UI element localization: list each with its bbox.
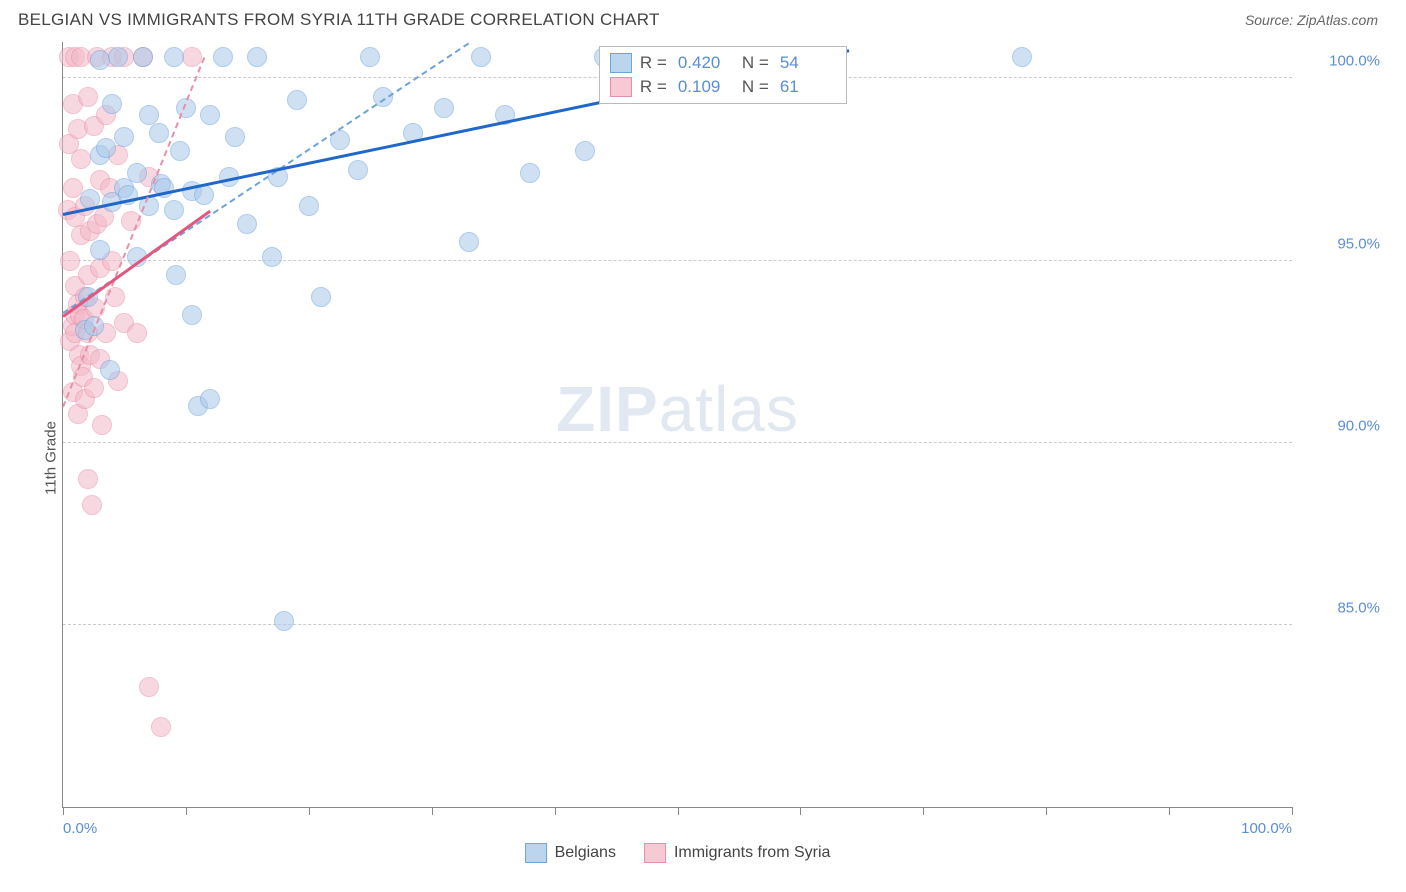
data-point: [182, 47, 202, 67]
data-point: [311, 287, 331, 307]
source-attribution: Source: ZipAtlas.com: [1245, 12, 1378, 28]
correlation-legend: R = 0.420 N = 54 R = 0.109 N = 61: [599, 46, 847, 104]
x-tick: [555, 807, 556, 815]
y-tick-label: 95.0%: [1300, 235, 1380, 252]
x-tick: [1169, 807, 1170, 815]
data-point: [133, 47, 153, 67]
series-legend: Belgians Immigrants from Syria: [525, 843, 831, 863]
data-point: [78, 87, 98, 107]
data-point: [182, 305, 202, 325]
y-axis-label: 11th Grade: [42, 421, 59, 495]
data-point: [108, 47, 128, 67]
data-point: [60, 251, 80, 271]
data-point: [78, 469, 98, 489]
x-tick: [309, 807, 310, 815]
legend-n-label: N =: [742, 77, 772, 97]
data-point: [213, 47, 233, 67]
gridline: [63, 624, 1292, 625]
data-point: [262, 247, 282, 267]
legend-r-value: 0.420: [678, 53, 734, 73]
x-tick-label: 100.0%: [1241, 820, 1292, 837]
data-point: [434, 98, 454, 118]
data-point: [139, 105, 159, 125]
x-tick: [678, 807, 679, 815]
data-point: [299, 196, 319, 216]
legend-n-value: 61: [780, 77, 836, 97]
legend-item: Belgians: [525, 843, 616, 863]
y-tick-label: 90.0%: [1300, 417, 1380, 434]
data-point: [200, 389, 220, 409]
data-point: [575, 141, 595, 161]
data-point: [90, 50, 110, 70]
gridline: [63, 260, 1292, 261]
legend-r-label: R =: [640, 77, 670, 97]
x-tick: [186, 807, 187, 815]
plot-area: ZIPatlas 85.0%90.0%95.0%100.0%0.0%100.0%…: [62, 42, 1292, 808]
data-point: [71, 149, 91, 169]
legend-swatch: [525, 843, 547, 863]
data-point: [471, 47, 491, 67]
data-point: [139, 677, 159, 697]
legend-r-value: 0.109: [678, 77, 734, 97]
data-point: [164, 200, 184, 220]
data-point: [100, 360, 120, 380]
data-point: [96, 138, 116, 158]
data-point: [200, 105, 220, 125]
y-tick-label: 85.0%: [1300, 599, 1380, 616]
data-point: [459, 232, 479, 252]
legend-item: Immigrants from Syria: [644, 843, 830, 863]
data-point: [92, 415, 112, 435]
legend-row: R = 0.109 N = 61: [610, 75, 836, 99]
data-point: [1012, 47, 1032, 67]
data-point: [114, 127, 134, 147]
chart-container: 11th Grade ZIPatlas 85.0%90.0%95.0%100.0…: [18, 42, 1388, 874]
legend-n-value: 54: [780, 53, 836, 73]
x-tick-label: 0.0%: [63, 820, 97, 837]
data-point: [166, 265, 186, 285]
legend-n-label: N =: [742, 53, 772, 73]
data-point: [164, 47, 184, 67]
chart-title: BELGIAN VS IMMIGRANTS FROM SYRIA 11TH GR…: [18, 10, 660, 30]
x-tick: [432, 807, 433, 815]
data-point: [225, 127, 245, 147]
data-point: [149, 123, 169, 143]
x-tick: [800, 807, 801, 815]
y-tick-label: 100.0%: [1300, 53, 1380, 70]
x-tick: [1292, 807, 1293, 815]
data-point: [151, 717, 171, 737]
data-point: [247, 47, 267, 67]
legend-label: Immigrants from Syria: [674, 844, 830, 862]
legend-swatch: [644, 843, 666, 863]
chart-header: BELGIAN VS IMMIGRANTS FROM SYRIA 11TH GR…: [0, 0, 1406, 36]
data-point: [237, 214, 257, 234]
data-point: [287, 90, 307, 110]
x-tick: [1046, 807, 1047, 815]
x-tick: [63, 807, 64, 815]
data-point: [127, 323, 147, 343]
data-point: [348, 160, 368, 180]
legend-row: R = 0.420 N = 54: [610, 51, 836, 75]
data-point: [84, 378, 104, 398]
data-point: [274, 611, 294, 631]
data-point: [82, 495, 102, 515]
legend-swatch: [610, 53, 632, 73]
watermark: ZIPatlas: [556, 372, 799, 446]
data-point: [520, 163, 540, 183]
data-point: [90, 240, 110, 260]
gridline: [63, 442, 1292, 443]
legend-r-label: R =: [640, 53, 670, 73]
data-point: [127, 163, 147, 183]
data-point: [170, 141, 190, 161]
legend-label: Belgians: [555, 844, 616, 862]
legend-swatch: [610, 77, 632, 97]
data-point: [360, 47, 380, 67]
data-point: [102, 94, 122, 114]
x-tick: [923, 807, 924, 815]
